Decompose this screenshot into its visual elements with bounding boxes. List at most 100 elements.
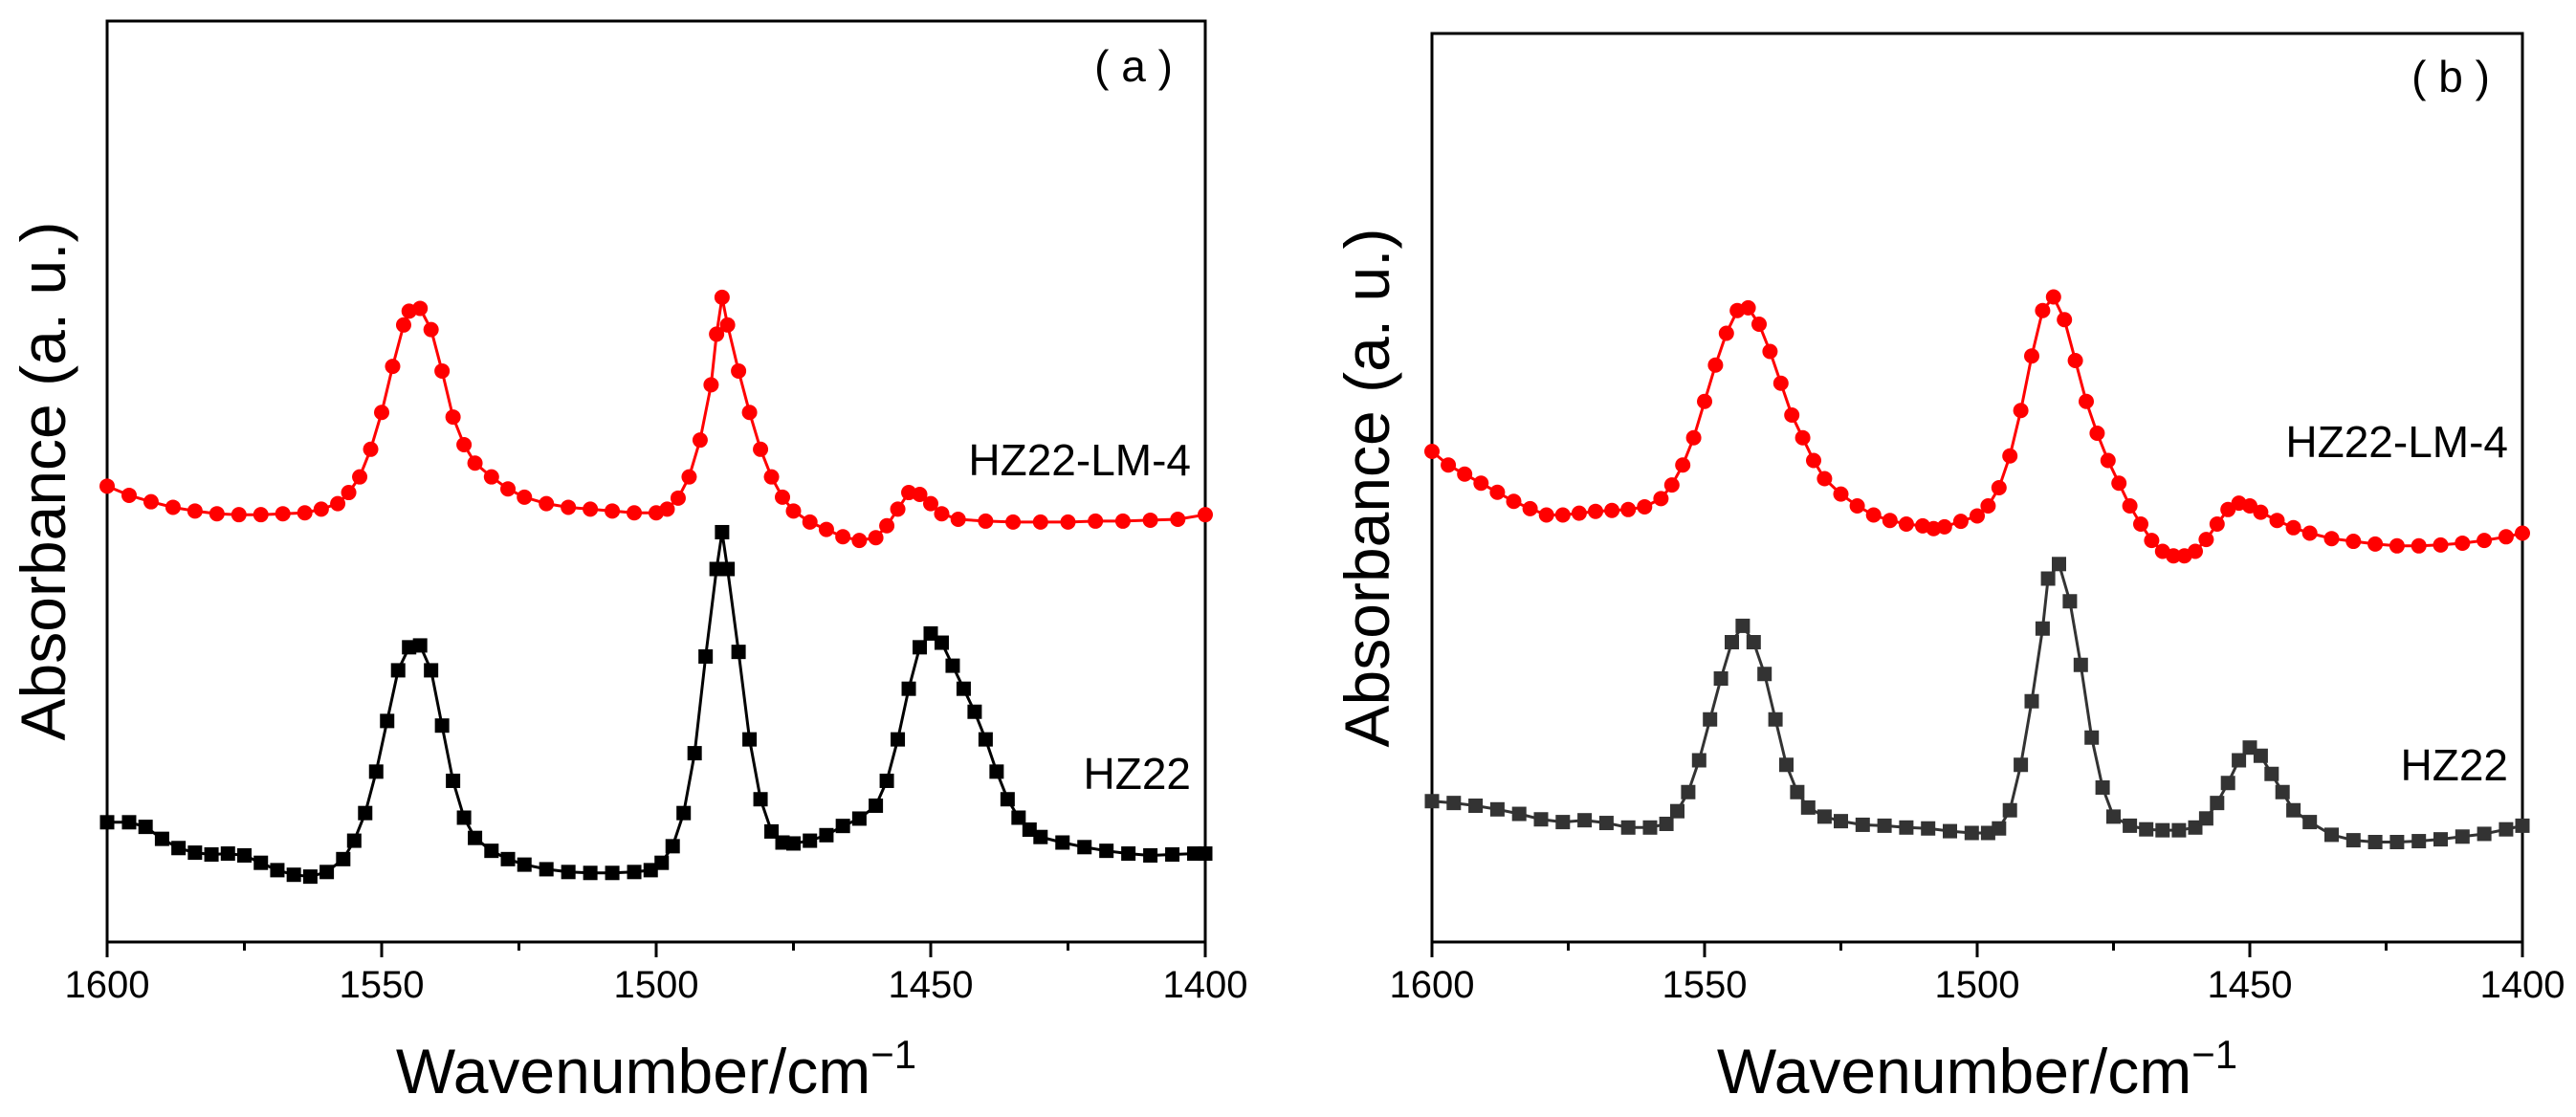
- data-point: [868, 530, 884, 546]
- x-axis-ticks: 1600 1550 1500 1450 1400: [1390, 942, 2565, 1006]
- data-point: [879, 517, 895, 534]
- data-point: [720, 561, 736, 577]
- data-point: [1000, 792, 1015, 807]
- plot-frame: [1430, 32, 2524, 944]
- data-point: [1703, 712, 1718, 727]
- data-point: [2498, 529, 2514, 545]
- data-point: [1899, 820, 1914, 835]
- data-point: [1691, 753, 1706, 768]
- data-point: [352, 469, 368, 485]
- data-point: [2433, 832, 2448, 847]
- data-point: [692, 432, 708, 449]
- series-hz22-lm-4: [1424, 289, 2530, 564]
- data-point: [468, 830, 483, 845]
- data-point: [1005, 514, 1022, 530]
- data-point: [2002, 802, 2017, 818]
- data-point: [517, 857, 532, 872]
- data-point: [956, 681, 971, 696]
- data-point: [835, 819, 850, 834]
- data-point: [483, 469, 499, 485]
- data-point: [358, 805, 373, 821]
- data-point: [2323, 531, 2340, 547]
- data-point: [627, 865, 642, 880]
- data-point: [2210, 796, 2225, 811]
- data-point: [154, 831, 169, 846]
- data-point: [220, 846, 235, 862]
- data-point: [253, 855, 269, 870]
- data-point: [709, 561, 724, 577]
- x-tick-label: 1450: [2208, 964, 2293, 1006]
- data-point: [681, 469, 697, 485]
- data-point: [1718, 325, 1734, 341]
- series-hz22-lm-4: [99, 289, 1213, 549]
- data-point: [1598, 816, 1614, 831]
- data-point: [687, 746, 702, 761]
- data-point: [341, 485, 357, 501]
- data-point: [143, 493, 159, 510]
- data-point: [2014, 757, 2029, 773]
- data-point: [1675, 457, 1691, 473]
- data-point: [741, 405, 758, 421]
- data-point: [1757, 667, 1772, 682]
- data-point: [302, 869, 318, 885]
- data-point: [2301, 525, 2318, 541]
- series-hz22: [99, 524, 1213, 885]
- data-point: [363, 441, 379, 457]
- data-point: [275, 506, 291, 522]
- data-point: [445, 409, 461, 426]
- data-point: [1898, 516, 1914, 532]
- chart-panel-b: 1600 1550 1500 1450 1400 ( b ) HZ22-LM-4 HZ2…: [1332, 32, 2565, 1106]
- data-point: [851, 811, 867, 826]
- x-axis-title-superscript: −1: [870, 1032, 916, 1077]
- data-point: [319, 865, 335, 880]
- data-point: [561, 865, 576, 880]
- data-point: [2062, 594, 2078, 609]
- data-point: [231, 507, 247, 523]
- data-point: [385, 359, 401, 375]
- chart-panel-a: 1600 1550 1500 1450 1400 ( a ) HZ22-LM-4 HZ2…: [8, 19, 1247, 1106]
- data-point: [2111, 475, 2127, 492]
- data-point: [967, 704, 982, 719]
- series-line: [1431, 560, 2523, 843]
- data-point: [775, 489, 791, 505]
- data-point: [374, 405, 389, 421]
- data-point: [1943, 823, 1957, 839]
- data-point: [869, 798, 884, 813]
- x-tick-label: 1600: [65, 964, 150, 1006]
- data-point: [297, 505, 313, 521]
- data-point: [775, 835, 790, 850]
- data-point: [978, 732, 993, 747]
- data-point: [1088, 513, 1104, 529]
- data-point: [2040, 571, 2056, 586]
- x-axis-title: Wavenumber/cm−1: [396, 1032, 916, 1106]
- data-point: [989, 764, 1004, 779]
- x-axis-title-text: Wavenumber/cm: [396, 1036, 870, 1106]
- data-point: [2275, 784, 2290, 799]
- data-point: [561, 499, 577, 515]
- data-point: [2188, 820, 2203, 835]
- data-point: [819, 827, 834, 843]
- data-point: [2084, 730, 2100, 745]
- data-point: [1424, 794, 1440, 809]
- data-point: [753, 441, 769, 457]
- data-point: [2024, 348, 2039, 364]
- data-point: [539, 862, 554, 877]
- data-point: [1936, 518, 1952, 535]
- data-point: [1740, 299, 1756, 316]
- data-point: [424, 663, 439, 678]
- data-point: [654, 855, 670, 870]
- data-point: [1707, 357, 1724, 373]
- data-point: [1921, 821, 1936, 836]
- data-point: [336, 851, 351, 866]
- y-axis-title: Absorbance (a. u.): [8, 222, 78, 741]
- data-point: [1816, 809, 1832, 824]
- data-point: [934, 635, 949, 650]
- data-point: [583, 501, 599, 517]
- data-point: [346, 833, 362, 848]
- data-point: [484, 843, 499, 859]
- data-point: [719, 317, 736, 333]
- x-tick-label: 1450: [889, 964, 974, 1006]
- x-axis-title-text: Wavenumber/cm: [1717, 1036, 2191, 1106]
- data-point: [1077, 840, 1092, 855]
- data-point: [1713, 671, 1728, 686]
